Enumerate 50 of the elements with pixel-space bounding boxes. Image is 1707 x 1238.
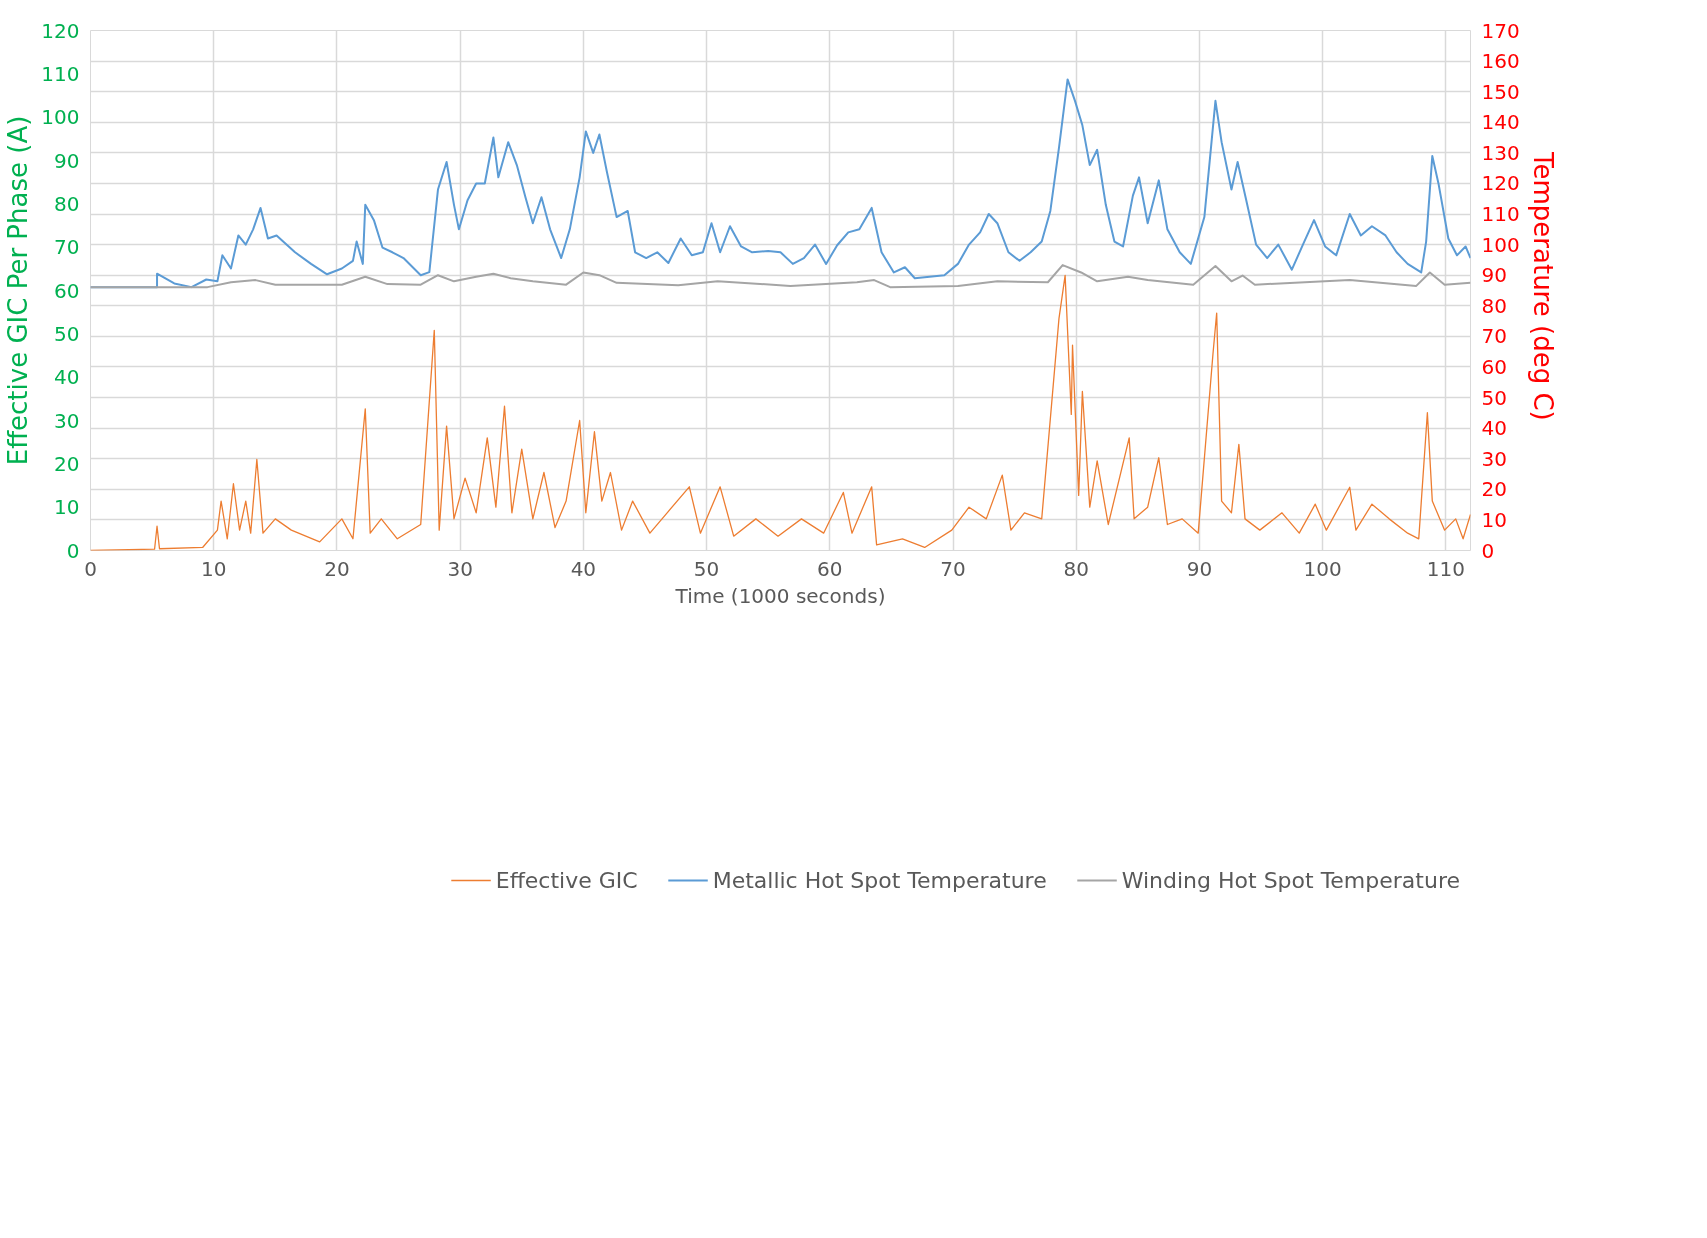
y2-axis-title: Temperature (deg C) — [1527, 151, 1558, 421]
legend-label: Winding Hot Spot Temperature — [1121, 867, 1460, 893]
y-tick-label: 10 — [54, 495, 80, 520]
y-axis-title: Effective GIC Per Phase (A) — [3, 115, 34, 466]
y-tick-label: 100 — [41, 105, 80, 130]
y-tick-label: 110 — [41, 61, 80, 86]
y2-tick-label: 20 — [1481, 477, 1507, 502]
x-axis-title: Time (1000 seconds) — [674, 583, 886, 608]
y2-tick-label: 60 — [1481, 354, 1507, 379]
y-tick-label: 70 — [54, 235, 80, 260]
y-tick-label: 120 — [41, 18, 80, 43]
y-tick-label: 30 — [54, 408, 80, 433]
y2-tick-label: 0 — [1481, 538, 1495, 563]
x-tick-label: 110 — [1426, 556, 1465, 581]
y2-tick-label: 130 — [1481, 140, 1520, 165]
y-tick-label: 60 — [54, 278, 80, 303]
legend-label: Metallic Hot Spot Temperature — [712, 867, 1047, 893]
x-tick-label: 90 — [1186, 556, 1213, 581]
y-tick-label: 20 — [54, 451, 80, 476]
y2-tick-label: 140 — [1481, 110, 1520, 135]
x-tick-label: 80 — [1063, 556, 1089, 581]
y2-tick-label: 80 — [1481, 293, 1507, 318]
line-series — [90, 264, 1471, 289]
x-tick-label: 0 — [84, 556, 97, 581]
x-tick-label: 70 — [940, 556, 966, 581]
legend-label: Effective GIC — [495, 867, 638, 893]
y2-tick-label: 30 — [1481, 446, 1507, 471]
y2-tick-label: 120 — [1481, 171, 1520, 196]
y-tick-label: 90 — [54, 148, 80, 173]
x-tick-label: 60 — [817, 556, 843, 581]
y-tick-label: 80 — [54, 191, 80, 216]
y2-tick-label: 110 — [1481, 202, 1520, 227]
x-tick-label: 40 — [570, 556, 597, 581]
y2-tick-label: 40 — [1481, 416, 1507, 441]
x-tick-label: 50 — [693, 556, 720, 581]
y2-tick-label: 150 — [1481, 79, 1520, 104]
y-tick-label: 50 — [54, 321, 80, 346]
y2-tick-label: 170 — [1481, 18, 1520, 43]
x-tick-label: 10 — [200, 556, 227, 581]
y2-tick-label: 100 — [1481, 232, 1520, 257]
x-tick-label: 100 — [1303, 556, 1342, 581]
y2-tick-label: 50 — [1481, 385, 1507, 410]
y-tick-label: 0 — [66, 538, 80, 563]
y2-tick-label: 90 — [1481, 263, 1507, 288]
y-tick-label: 40 — [54, 365, 80, 390]
x-tick-label: 30 — [447, 556, 473, 581]
y2-tick-label: 160 — [1481, 49, 1520, 74]
y2-tick-label: 10 — [1481, 507, 1507, 532]
x-tick-label: 20 — [324, 556, 350, 581]
y2-tick-label: 70 — [1481, 324, 1507, 349]
